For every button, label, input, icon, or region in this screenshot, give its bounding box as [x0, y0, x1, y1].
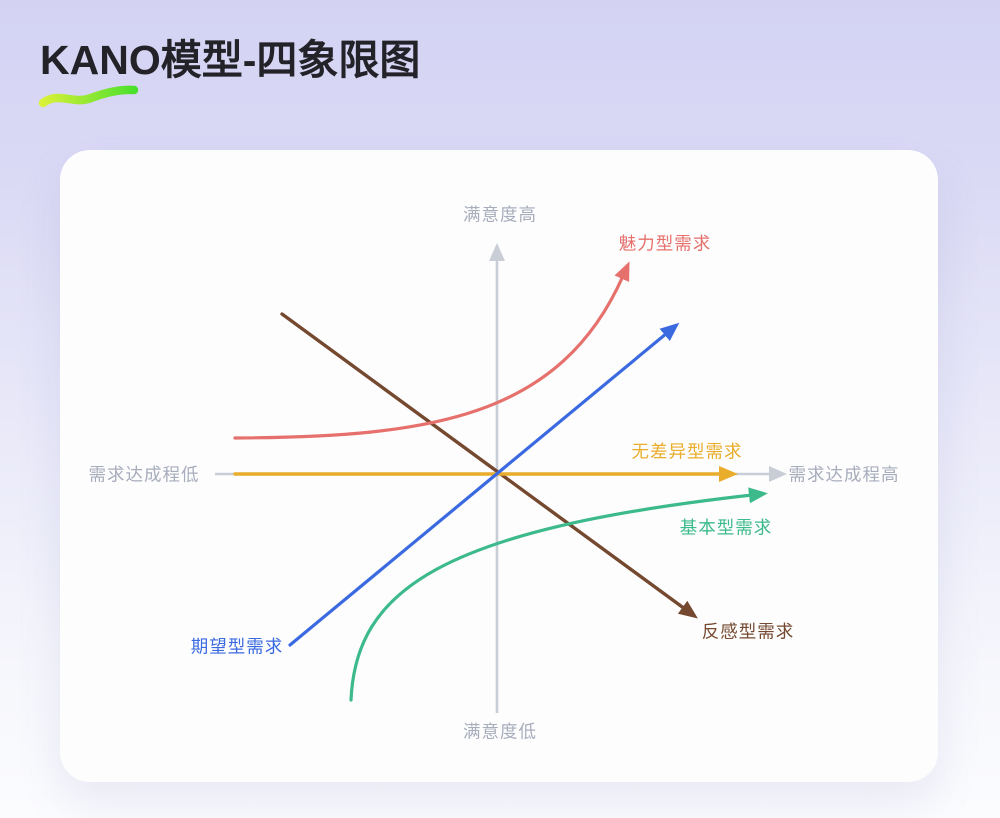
- attractive-needs-curve: [233, 261, 630, 440]
- attractive-needs-label: 魅力型需求: [618, 233, 712, 254]
- y-axis-top-label: 满意度高: [463, 204, 537, 225]
- reverse-needs-label: 反感型需求: [701, 621, 795, 642]
- x-axis-right-label: 需求达成程高: [788, 464, 900, 485]
- title-underline-swoosh-icon: [38, 85, 139, 108]
- y-axis-bottom-label: 满意度低: [463, 721, 537, 742]
- chart-card: 满意度高 满意度低 需求达成程低 需求达成程高 魅力型需求 无差异型需求 基本型…: [60, 150, 938, 782]
- expected-needs-label: 期望型需求: [190, 636, 284, 657]
- kano-chart-canvas: [215, 243, 787, 713]
- page-title: KANO模型-四象限图: [40, 37, 421, 83]
- x-axis-left-label: 需求达成程低: [88, 464, 200, 485]
- basic-needs-label: 基本型需求: [679, 517, 773, 538]
- expected-needs-line: [288, 322, 680, 647]
- page-header: KANO模型-四象限图: [38, 37, 421, 108]
- indifferent-needs-label: 无差异型需求: [631, 441, 743, 462]
- basic-needs-curve: [349, 487, 768, 702]
- reverse-needs-line: [280, 312, 698, 619]
